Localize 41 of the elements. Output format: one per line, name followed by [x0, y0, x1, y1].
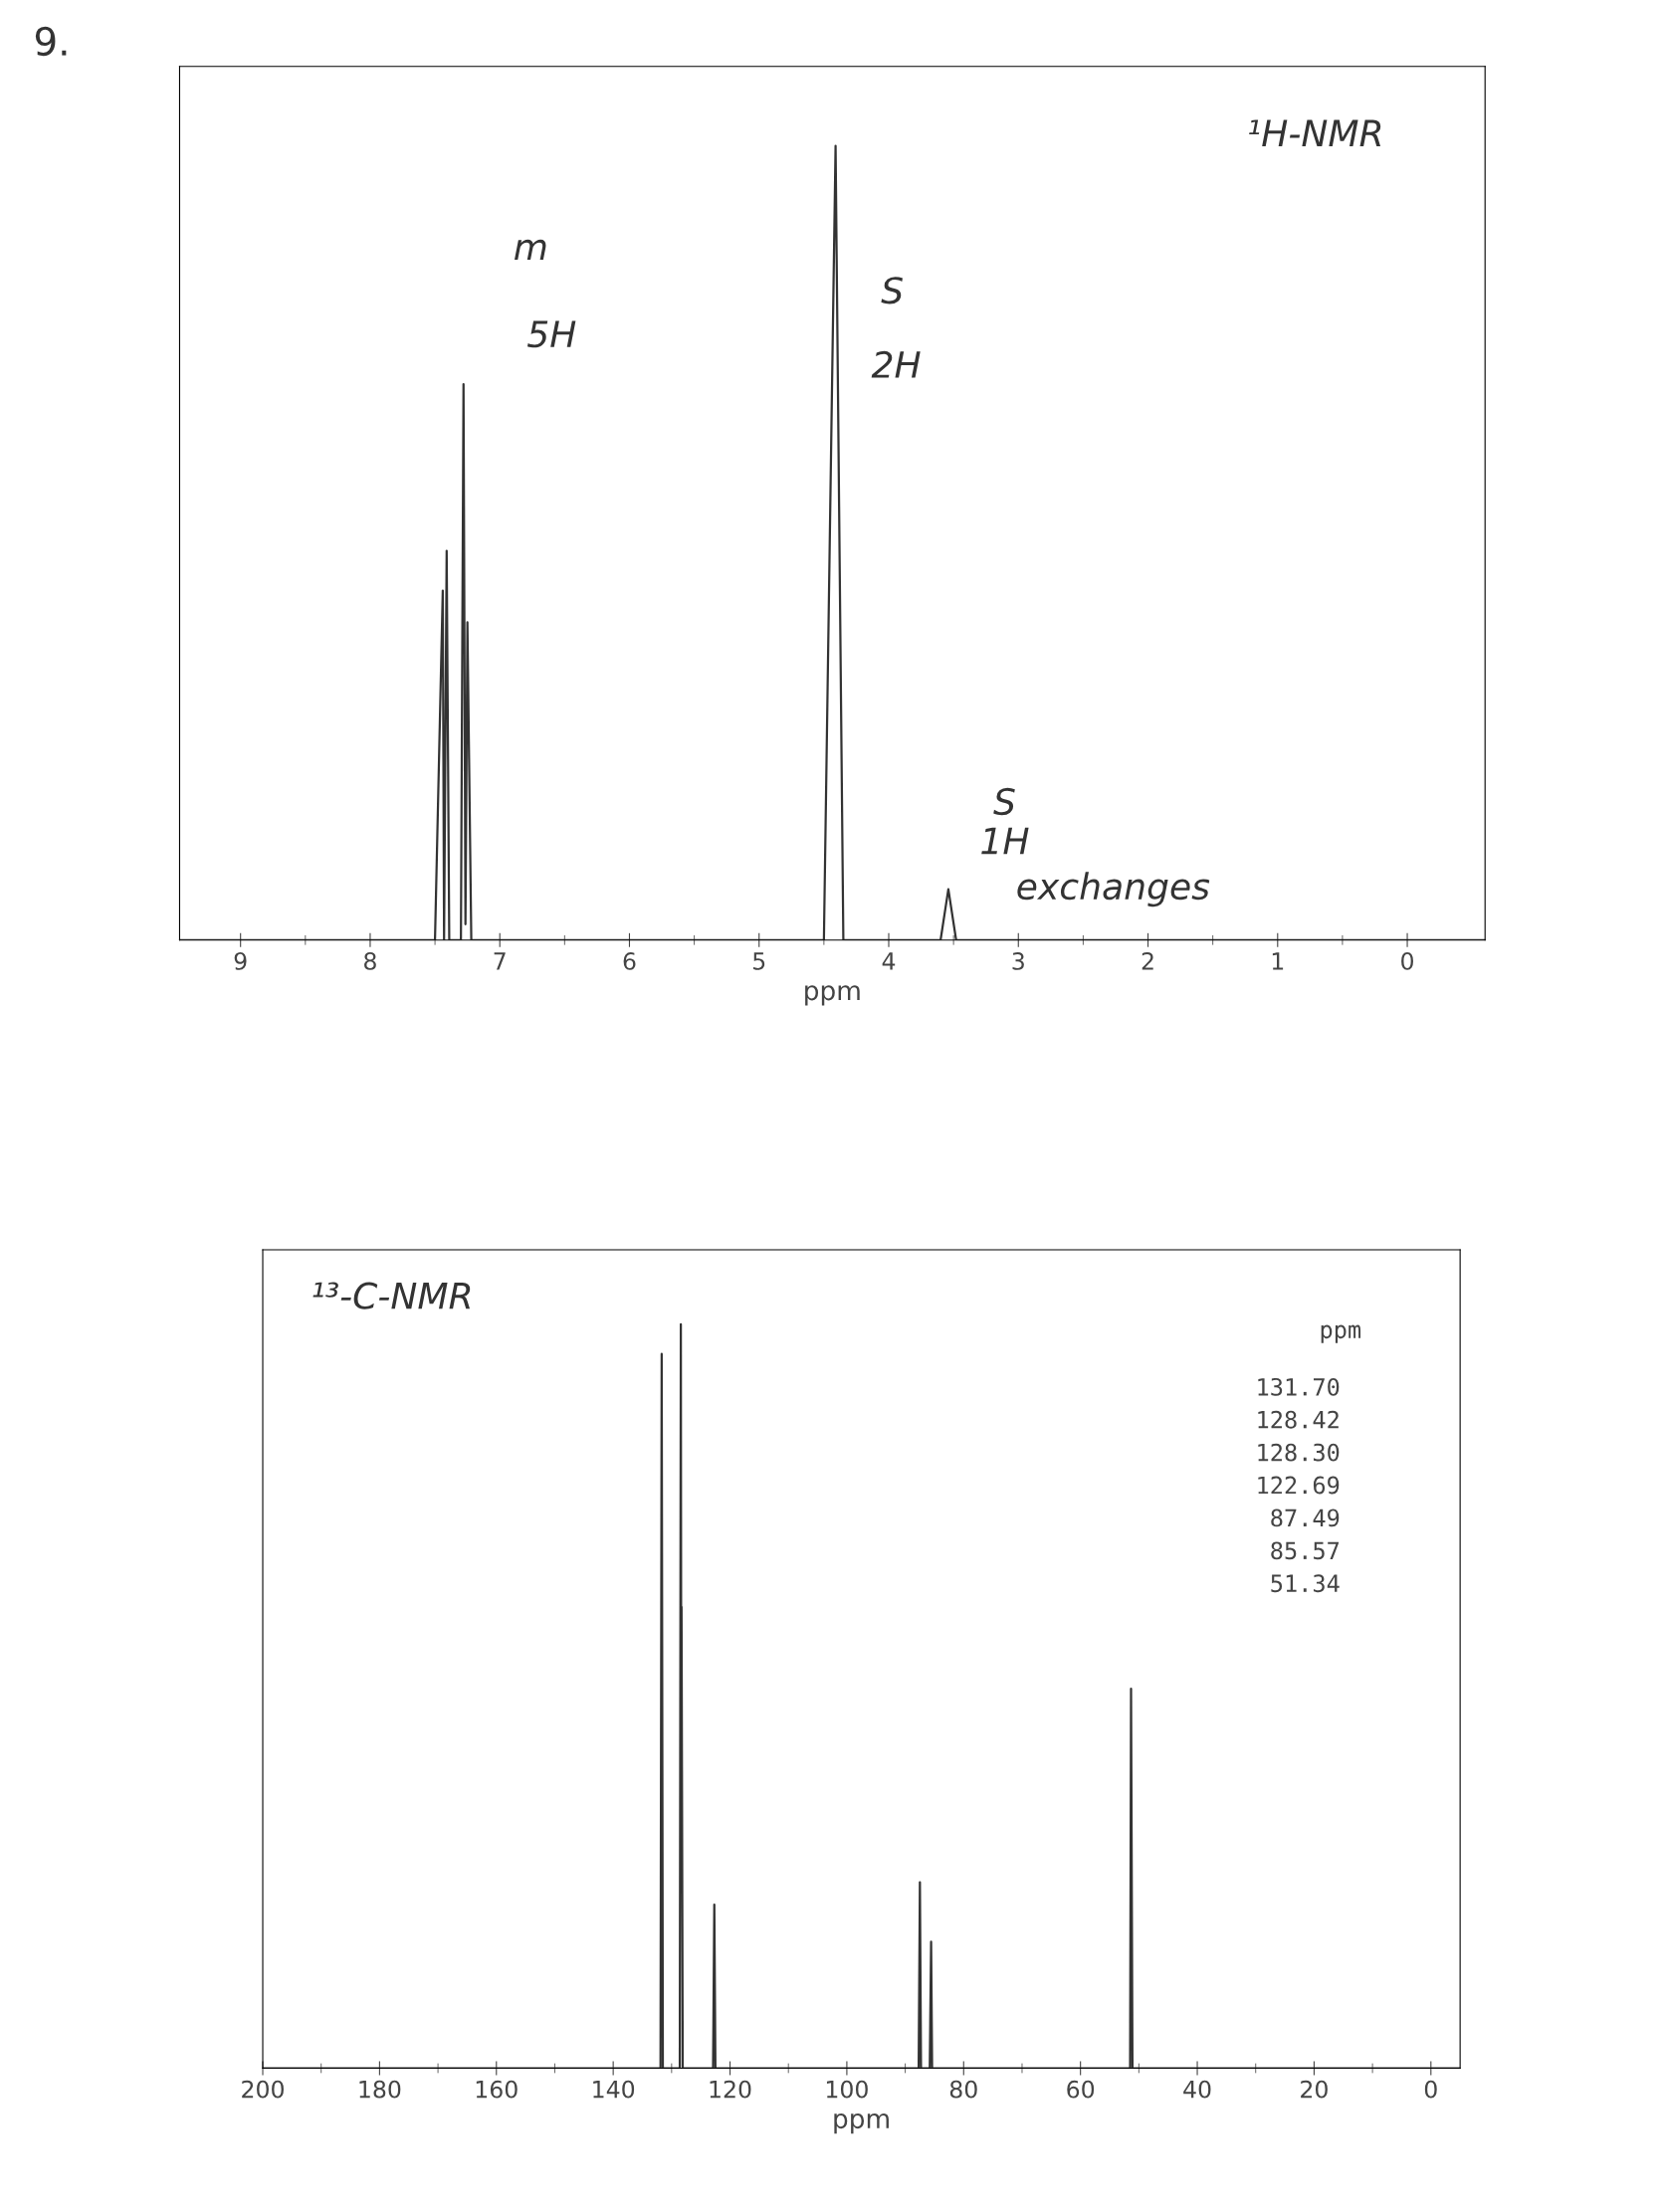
x-tick-label: 180 — [359, 2080, 401, 2099]
x-tick-label: 7 — [494, 952, 506, 970]
x-tick-label: 1 — [1272, 952, 1284, 970]
annotation: 2H — [871, 350, 921, 378]
annotation: exchanges — [1017, 872, 1210, 907]
x-tick-label: 6 — [623, 952, 636, 970]
x-tick-label: 120 — [710, 2080, 751, 2099]
x-tick-label: 5 — [753, 952, 765, 970]
annotation: 131.70 — [1258, 1377, 1340, 1396]
x-axis-title: ppm — [834, 2112, 889, 2134]
chart-title: 9. — [35, 26, 67, 57]
annotation: 128.42 — [1258, 1410, 1339, 1429]
annotation: 128.30 — [1258, 1443, 1340, 1462]
annotation: ppm — [1321, 1324, 1361, 1343]
annotation: 87.49 — [1271, 1508, 1340, 1527]
x-tick-label: 9 — [234, 952, 247, 970]
x-tick-label: 100 — [826, 2080, 868, 2099]
annotation: 51.34 — [1271, 1574, 1340, 1593]
annotation: 122.69 — [1258, 1476, 1340, 1495]
text: ¹³-C-NMR — [312, 1282, 471, 1309]
annotation: 85.57 — [1271, 1541, 1340, 1560]
x-tick-label: 4 — [882, 952, 896, 970]
annotation: ¹H-NMR — [1249, 119, 1381, 146]
x-tick-label: 0 — [1424, 2080, 1437, 2099]
x-tick-label: 8 — [364, 952, 376, 970]
x-tick-label: 0 — [1401, 952, 1413, 970]
annotation: 1H — [981, 827, 1029, 855]
x-tick-label: 200 — [242, 2080, 284, 2099]
x-tick-label: 2 — [1142, 952, 1153, 970]
x-tick-label: 20 — [1301, 2080, 1328, 2099]
annotation: S — [881, 277, 903, 304]
x-tick-label: 3 — [1012, 952, 1024, 970]
x-tick-label: 160 — [476, 2080, 518, 2099]
x-tick-label: 40 — [1183, 2080, 1211, 2099]
x-axis-title: ppm — [805, 985, 860, 1006]
x-tick-label: 140 — [593, 2080, 635, 2099]
annotation: m — [515, 239, 546, 261]
x-tick-label: 80 — [949, 2080, 977, 2099]
annotation: 5H — [526, 320, 576, 348]
x-tick-label: 60 — [1067, 2080, 1095, 2099]
annotation: S — [993, 787, 1015, 816]
